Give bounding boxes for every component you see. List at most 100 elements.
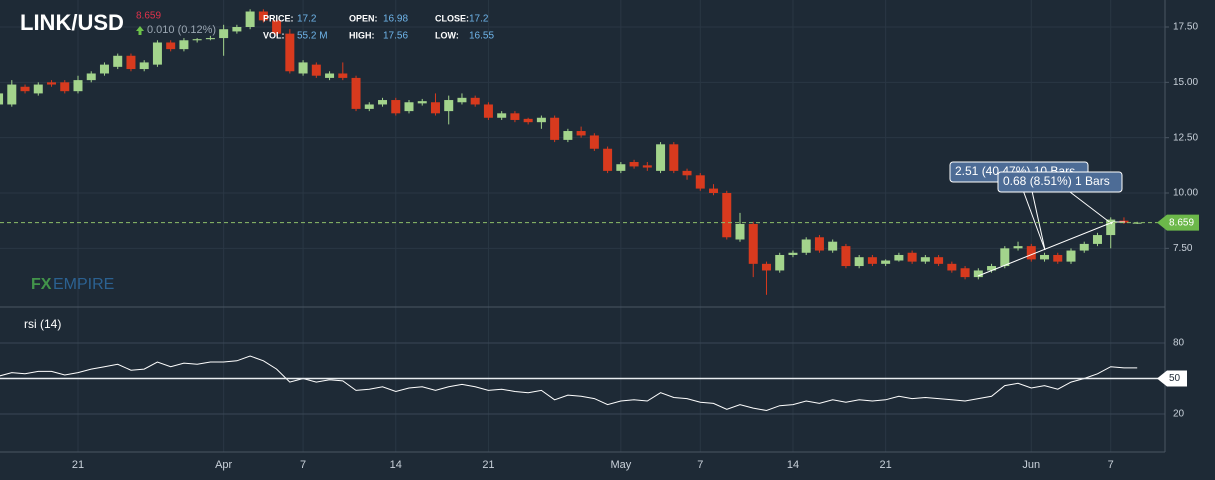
candle-body <box>1066 250 1076 262</box>
candle-body <box>828 241 838 251</box>
candle-body <box>219 29 229 39</box>
candle-body <box>152 42 162 65</box>
candle-body <box>576 131 586 136</box>
candle-body <box>20 86 30 92</box>
info-value: 17.2 <box>469 14 489 25</box>
trend-line <box>977 221 1114 277</box>
candle-body <box>814 237 824 251</box>
candle-body <box>285 33 295 72</box>
candle-body <box>378 100 388 105</box>
info-label: HIGH: <box>349 30 375 40</box>
candle-body <box>907 252 917 262</box>
level-tag <box>1157 370 1187 387</box>
candle-body <box>245 11 255 28</box>
y-tick-label: 80 <box>1173 338 1185 349</box>
callout-line <box>1019 181 1046 251</box>
marks <box>0 9 1142 412</box>
candle-body <box>139 62 149 70</box>
info-value: 55.2 M <box>297 31 328 42</box>
candle-body <box>430 102 440 114</box>
candle-body <box>113 55 123 67</box>
candle-body <box>1092 235 1102 244</box>
candle-body <box>351 77 361 109</box>
candle-body <box>934 257 944 264</box>
candle-body <box>86 73 96 81</box>
candle-body <box>510 113 520 120</box>
up-arrow <box>136 26 144 35</box>
candle-body <box>735 223 745 240</box>
candle-body <box>722 193 732 238</box>
candle-body <box>550 117 560 140</box>
level-tag-label: 50 <box>1169 373 1181 384</box>
candle-body <box>867 257 877 264</box>
info-value: 16.98 <box>383 14 408 25</box>
candle-body <box>761 263 771 271</box>
candle-body <box>709 188 719 194</box>
candle-body <box>457 97 467 103</box>
candle-body <box>589 135 599 149</box>
candle-body <box>311 64 321 76</box>
candle-body <box>404 102 414 112</box>
x-tick-label: 21 <box>880 459 892 471</box>
last-price-tag-label: 8.659 <box>1169 217 1194 228</box>
y-tick-label: 10.00 <box>1173 188 1198 199</box>
chart-title: LINK/USD <box>20 10 124 35</box>
candle-body <box>642 165 652 168</box>
candle-body <box>629 162 639 167</box>
info-value: 17.56 <box>383 31 408 42</box>
candle-body <box>272 20 282 34</box>
candle-body <box>841 246 851 267</box>
x-tick-label: Jun <box>1022 459 1040 471</box>
price-change: 0.010 (0.12%) <box>147 24 216 36</box>
info-value: 16.55 <box>469 31 494 42</box>
x-tick-label: 7 <box>300 459 306 471</box>
candle-body <box>1000 248 1010 267</box>
candle-body <box>179 40 189 50</box>
info-label: LOW: <box>435 30 459 40</box>
candle-body <box>788 252 798 255</box>
candle-body <box>748 223 758 264</box>
info-value: 17.2 <box>297 14 317 25</box>
candle-body <box>298 62 308 74</box>
candle-body <box>695 175 705 189</box>
annotation-box <box>997 171 1123 193</box>
candle-body <box>497 113 507 118</box>
candle-body <box>483 104 493 118</box>
candle-body <box>444 100 454 112</box>
candle-body <box>1053 254 1063 262</box>
candle-body <box>1040 254 1050 260</box>
x-tick-label: 7 <box>697 459 703 471</box>
candle-body <box>947 263 957 271</box>
candle-body <box>99 64 109 74</box>
callout-line <box>1029 181 1046 251</box>
candle-body <box>470 97 480 105</box>
candle-body <box>47 82 57 85</box>
candle-body <box>854 257 864 267</box>
x-tick-label: 21 <box>72 459 84 471</box>
candle-body <box>920 257 930 262</box>
info-label: VOL: <box>263 30 285 40</box>
candle-body <box>258 11 268 21</box>
info-label: CLOSE: <box>435 13 469 23</box>
candle-body <box>603 148 613 171</box>
x-tick-label: 14 <box>390 459 402 471</box>
x-tick-label: 14 <box>787 459 799 471</box>
y-tick-label: 12.50 <box>1173 132 1198 143</box>
candle-body <box>1013 246 1023 249</box>
watermark: FX <box>31 276 52 293</box>
candle-body <box>523 118 533 123</box>
candle-body <box>7 84 17 105</box>
candle-body <box>881 260 891 264</box>
candle-body <box>973 270 983 278</box>
candle-body <box>60 82 70 92</box>
candle-body <box>1079 243 1089 251</box>
candle-body <box>364 104 374 109</box>
candle-body <box>669 144 679 171</box>
candle-body <box>1026 246 1036 260</box>
candle-body <box>616 164 626 171</box>
x-tick-label: Apr <box>215 459 232 471</box>
candle-body <box>1106 219 1116 236</box>
candle-body <box>801 239 811 253</box>
indicator-title: rsi (14) <box>24 317 61 331</box>
